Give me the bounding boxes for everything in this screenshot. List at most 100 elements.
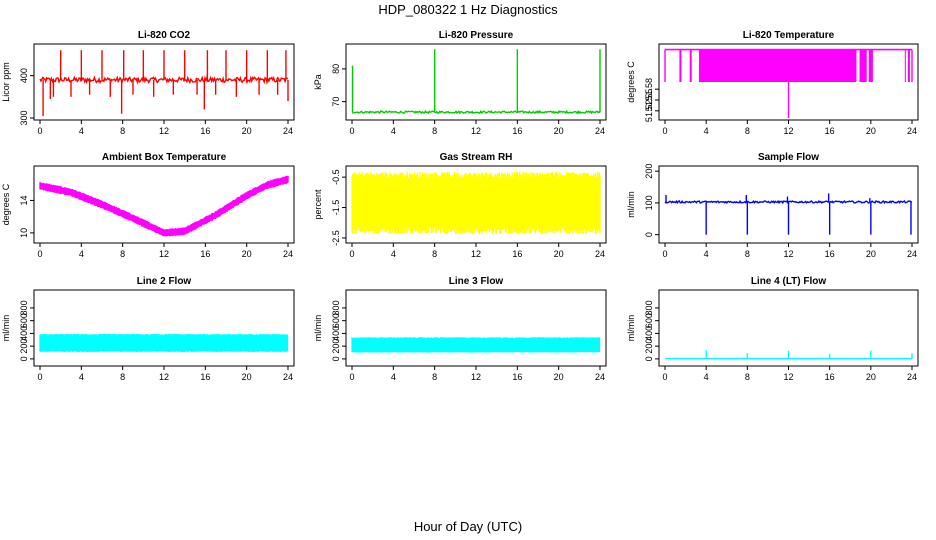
panel-li-820-co2: Li-820 CO2 0 4 8 12 16 20 24 300 400 Licor ppm xyxy=(1,30,295,136)
panel-data xyxy=(351,171,601,235)
panel-li-820-pressure: Li-820 Pressure 0 4 8 12 16 20 24 70 80 kPa xyxy=(313,30,607,136)
x-tick-label: 12 xyxy=(783,126,793,136)
x-tick-label: 20 xyxy=(242,372,252,382)
x-tick-label: 20 xyxy=(866,249,876,259)
x-tick-label: 8 xyxy=(432,126,437,136)
panel-title: Li-820 Pressure xyxy=(439,30,514,41)
x-tick-label: 12 xyxy=(471,249,481,259)
x-tick-label: 12 xyxy=(471,126,481,136)
y-axis-label: ml/min xyxy=(1,315,11,342)
y-axis-label: kPa xyxy=(313,74,323,90)
y-tick-label: 51.58 xyxy=(644,78,654,101)
x-tick-label: 20 xyxy=(554,249,564,259)
y-axis-label: percent xyxy=(313,189,323,220)
band-segment xyxy=(698,49,857,82)
x-tick-label: 0 xyxy=(37,126,42,136)
x-tick-label: 8 xyxy=(745,372,750,382)
x-tick-label: 0 xyxy=(349,372,354,382)
y-axis-label: ml/min xyxy=(626,315,636,342)
y-tick-label: 200 xyxy=(19,339,29,354)
x-tick-label: 24 xyxy=(595,372,605,382)
panel-sample-flow: Sample Flow 0 4 8 12 16 20 24 0 100 200 ml/min xyxy=(626,152,919,259)
y-tick-label: 800 xyxy=(644,300,654,315)
y-tick-label: 300 xyxy=(19,110,29,125)
panel-data xyxy=(665,349,913,360)
x-tick-label: 8 xyxy=(120,249,125,259)
x-tick-label: 8 xyxy=(745,249,750,259)
y-tick-label: 600 xyxy=(644,313,654,328)
x-tick-label: 24 xyxy=(907,249,917,259)
panel-data xyxy=(39,50,289,116)
band-segment xyxy=(679,49,682,82)
y-tick-label: 51.55 xyxy=(644,89,654,112)
x-tick-label: 4 xyxy=(79,372,84,382)
band-segment xyxy=(904,49,906,82)
x-tick-label: 24 xyxy=(283,372,293,382)
x-tick-label: 0 xyxy=(37,249,42,259)
panel-data xyxy=(351,337,601,353)
x-tick-label: 12 xyxy=(783,372,793,382)
y-axis-label: ml/min xyxy=(313,315,323,342)
panel-title: Ambient Box Temperature xyxy=(102,152,227,163)
figure-title: HDP_080322 1 Hz Diagnostics xyxy=(378,2,558,17)
x-tick-label: 0 xyxy=(662,126,667,136)
x-tick-label: 24 xyxy=(907,372,917,382)
x-tick-label: 4 xyxy=(391,249,396,259)
y-tick-label: 600 xyxy=(331,313,341,328)
x-tick-label: 16 xyxy=(512,372,522,382)
panel-line-4-lt-flow: Line 4 (LT) Flow 0 4 8 12 16 20 24 0 200400600800… xyxy=(626,276,919,382)
panel-title: Gas Stream RH xyxy=(440,152,513,163)
x-tick-label: 4 xyxy=(704,126,709,136)
x-tick-label: 20 xyxy=(554,126,564,136)
x-tick-label: 8 xyxy=(745,126,750,136)
band-segment xyxy=(868,49,873,82)
y-tick-label: 600 xyxy=(19,313,29,328)
x-tick-label: 16 xyxy=(825,249,835,259)
panel-data xyxy=(39,334,289,352)
x-tick-label: 8 xyxy=(432,249,437,259)
x-tick-label: 20 xyxy=(242,126,252,136)
x-tick-label: 4 xyxy=(79,249,84,259)
x-tick-label: 0 xyxy=(662,249,667,259)
x-tick-label: 8 xyxy=(120,372,125,382)
panel-data xyxy=(39,175,289,237)
y-tick-label: 0 xyxy=(331,356,341,361)
x-tick-label: 12 xyxy=(159,249,169,259)
series-line xyxy=(351,109,601,115)
x-tick-label: 8 xyxy=(120,126,125,136)
y-axis-label: Licor ppm xyxy=(1,62,11,102)
x-tick-label: 20 xyxy=(554,372,564,382)
y-tick-label: 400 xyxy=(19,326,29,341)
y-tick-label: 800 xyxy=(19,300,29,315)
x-tick-label: 12 xyxy=(159,126,169,136)
y-tick-label: -2.5 xyxy=(331,230,341,246)
x-tick-label: 20 xyxy=(866,126,876,136)
x-tick-label: 24 xyxy=(595,249,605,259)
figure-xlabel: Hour of Day (UTC) xyxy=(414,519,522,534)
x-tick-label: 20 xyxy=(242,249,252,259)
panel-title: Sample Flow xyxy=(758,152,819,163)
panel-title: Line 3 Flow xyxy=(449,276,504,287)
x-tick-label: 16 xyxy=(512,249,522,259)
panel-ambient-box-temperature: Ambient Box Temperature 0 4 8 12 16 20 24 10 14 de… xyxy=(1,152,295,259)
y-tick-label: 10 xyxy=(19,228,29,238)
x-tick-label: 12 xyxy=(471,372,481,382)
x-tick-label: 8 xyxy=(432,372,437,382)
x-tick-label: 24 xyxy=(283,249,293,259)
panel-li-820-temperature: Li-820 Temperature 0 4 8 12 16 20 24 51.5251.555… xyxy=(626,30,919,136)
x-tick-label: 0 xyxy=(349,126,354,136)
x-tick-label: 16 xyxy=(200,372,210,382)
y-tick-label: 200 xyxy=(644,339,654,354)
x-tick-label: 20 xyxy=(866,372,876,382)
y-tick-label: 800 xyxy=(331,300,341,315)
y-tick-label: 400 xyxy=(331,326,341,341)
x-tick-label: 24 xyxy=(595,126,605,136)
y-axis-label: degrees C xyxy=(1,183,11,225)
x-tick-label: 24 xyxy=(283,126,293,136)
panel-gas-stream-rh: Gas Stream RH 0 4 8 12 16 20 24 -2.5 -1.5 -0.5 perc… xyxy=(313,152,607,259)
y-tick-label: 51.52 xyxy=(644,100,654,123)
x-tick-label: 16 xyxy=(200,126,210,136)
